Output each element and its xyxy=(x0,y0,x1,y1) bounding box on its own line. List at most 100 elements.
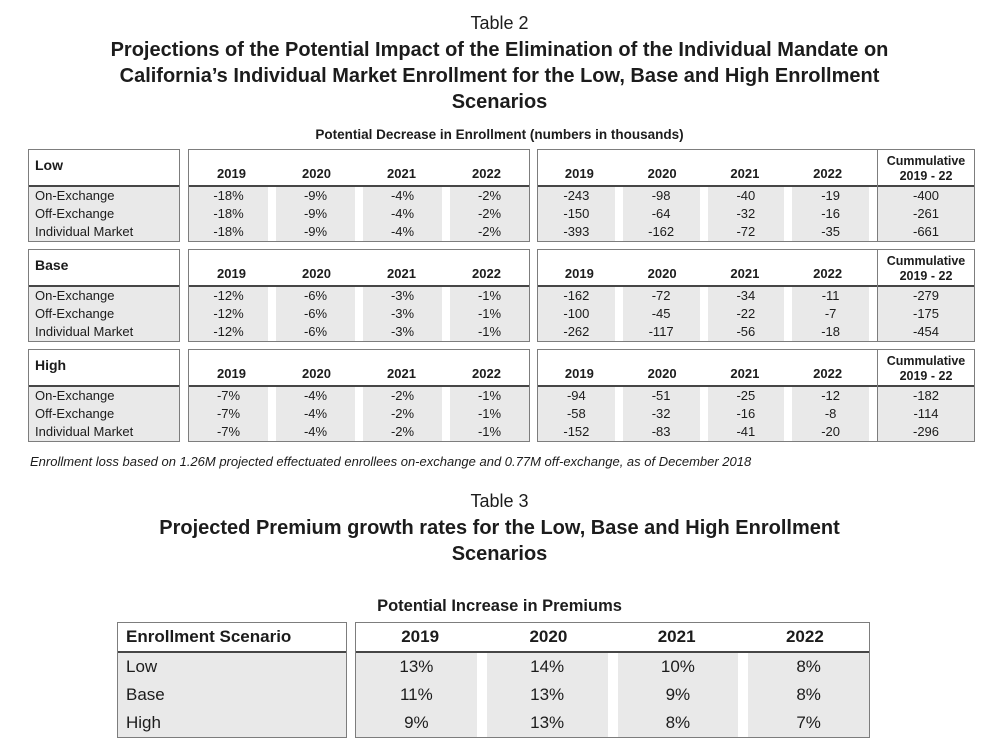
percent-cell: -6% xyxy=(276,287,355,305)
cumulative-header: Cummulative 2019 - 22 xyxy=(878,150,974,187)
enrollment-numbers-box: 2019 2020 2021 2022 -162 -72 -34 -11 -100 -45 -22-… xyxy=(537,249,975,342)
percent-cell: -2% xyxy=(450,205,529,223)
year-header: 2019 xyxy=(401,627,440,646)
premium-cell: 8% xyxy=(748,653,869,681)
percent-cell: -4% xyxy=(363,205,442,223)
premium-cell: 7% xyxy=(748,709,869,737)
percent-cell: -1% xyxy=(450,305,529,323)
percent-grid: -7% -4% -2% -1% -7% -4% -2% -1% -7% -4% -2% -1% xyxy=(189,387,529,441)
percent-cell: -3% xyxy=(363,305,442,323)
number-cell: -262 xyxy=(538,323,615,341)
number-cell: -41 xyxy=(707,423,785,441)
percent-cell: -12% xyxy=(189,305,268,323)
number-cell: -64 xyxy=(622,205,700,223)
year-header: 2021 xyxy=(387,366,416,381)
year-header: 2020 xyxy=(302,166,331,181)
percent-change-box: 2019 2020 2021 2022 -7% -4% -2% -1% -7% -4% -2% -1%… xyxy=(188,349,530,442)
number-cell: -72 xyxy=(707,223,785,241)
row-label: Off-Exchange xyxy=(29,305,179,323)
cumulative-cell: -279 xyxy=(878,287,974,305)
number-cell: -243 xyxy=(538,187,615,205)
scenario-row-label: High xyxy=(118,709,346,737)
percent-cell: -12% xyxy=(189,287,268,305)
number-cell: -18 xyxy=(792,323,869,341)
year-header: 2021 xyxy=(387,166,416,181)
percent-cell: -1% xyxy=(450,323,529,341)
year-header-row: 2019 2020 2021 2022 xyxy=(356,623,869,653)
number-cell: -45 xyxy=(622,305,700,323)
cumulative-cell: -296 xyxy=(878,423,974,441)
year-header-row: 2019 2020 2021 2022 xyxy=(538,150,877,187)
scenario-labels: Low Base High xyxy=(118,653,346,737)
numbers-grid: -162 -72 -34 -11 -100 -45 -22 -7 -262 -117 -56 -18 xyxy=(538,287,877,341)
number-cell: -94 xyxy=(538,387,615,405)
percent-cell: -4% xyxy=(363,187,442,205)
number-cell: -32 xyxy=(622,405,700,423)
percent-cell: -9% xyxy=(276,223,355,241)
cumulative-header: Cummulative 2019 - 22 xyxy=(878,350,974,387)
table3-title: Projected Premium growth rates for the L… xyxy=(159,517,840,565)
number-cell: -51 xyxy=(622,387,700,405)
numbers-grid: -94 -51 -25 -12 -58 -32 -16 -8 -152 -83 -41 -20 xyxy=(538,387,877,441)
premium-cell: 13% xyxy=(356,653,477,681)
percent-grid: -12% -6% -3% -1% -12% -6% -3% -1% -12% -6% -3% -1% xyxy=(189,287,529,341)
year-header: 2020 xyxy=(647,266,677,281)
table2-footnote: Enrollment loss based on 1.26M projected… xyxy=(30,454,752,469)
premium-cell: 9% xyxy=(356,709,477,737)
number-cell: -83 xyxy=(622,423,700,441)
cumulative-cell: -114 xyxy=(878,405,974,423)
premium-cell: 9% xyxy=(617,681,739,709)
year-header: 2022 xyxy=(813,366,843,381)
year-header: 2021 xyxy=(730,266,760,281)
percent-cell: -18% xyxy=(189,187,268,205)
percent-cell: -2% xyxy=(450,223,529,241)
number-cell: -8 xyxy=(792,405,869,423)
year-header: 2020 xyxy=(529,627,568,646)
table2-subtitle: Potential Decrease in Enrollment (number… xyxy=(315,127,684,142)
year-header-row: 2019 2020 2021 2022 xyxy=(189,350,529,387)
percent-cell: -7% xyxy=(189,423,268,441)
cumulative-header: Cummulative 2019 - 22 xyxy=(878,250,974,287)
number-cell: -40 xyxy=(707,187,785,205)
percent-cell: -3% xyxy=(363,323,442,341)
scenario-row-label: Low xyxy=(118,653,346,681)
number-cell: -58 xyxy=(538,405,615,423)
number-cell: -152 xyxy=(538,423,615,441)
row-label: Individual Market xyxy=(29,323,179,341)
year-header: 2019 xyxy=(217,266,246,281)
year-header: 2019 xyxy=(564,366,594,381)
premium-cell: 11% xyxy=(356,681,477,709)
year-header-row: 2019 2020 2021 2022 xyxy=(538,350,877,387)
year-header: 2021 xyxy=(387,266,416,281)
cumulative-column: Cummulative 2019 - 22 -279 -175 -454 xyxy=(877,250,974,341)
number-cell: -150 xyxy=(538,205,615,223)
premium-cell: 13% xyxy=(486,709,608,737)
percent-cell: -9% xyxy=(276,205,355,223)
percent-cell: -2% xyxy=(363,423,442,441)
number-cell: -34 xyxy=(707,287,785,305)
number-cell: -19 xyxy=(792,187,869,205)
percent-cell: -12% xyxy=(189,323,268,341)
number-cell: -72 xyxy=(622,287,700,305)
row-label: On-Exchange xyxy=(29,187,179,205)
percent-cell: -2% xyxy=(363,387,442,405)
cumulative-cell: -175 xyxy=(878,305,974,323)
enrollment-numbers-box: 2019 2020 2021 2022 -243 -98 -40 -19 -150 -64 -32-… xyxy=(537,149,975,242)
cumulative-column: Cummulative 2019 - 22 -400 -261 -661 xyxy=(877,150,974,241)
percent-change-box: 2019 2020 2021 2022 -18% -9% -4% -2% -18% -9% -4% -… xyxy=(188,149,530,242)
table3-premium-increase-table: Enrollment Scenario Low Base High 2019 2020… xyxy=(117,622,870,738)
scenario-column-header: Enrollment Scenario xyxy=(118,623,346,653)
year-header: 2022 xyxy=(785,627,824,646)
number-cell: -100 xyxy=(538,305,615,323)
number-cell: -98 xyxy=(622,187,700,205)
premium-cell: 10% xyxy=(617,653,739,681)
percent-cell: -4% xyxy=(276,387,355,405)
number-cell: -16 xyxy=(792,205,869,223)
percent-cell: -18% xyxy=(189,205,268,223)
year-header: 2020 xyxy=(302,266,331,281)
premium-cell: 13% xyxy=(486,681,608,709)
numbers-years-columns: 2019 2020 2021 2022 -162 -72 -34 -11 -100 -45 -22-… xyxy=(538,250,877,341)
table3-label: Table 3 xyxy=(470,491,529,511)
year-header: 2022 xyxy=(813,166,843,181)
